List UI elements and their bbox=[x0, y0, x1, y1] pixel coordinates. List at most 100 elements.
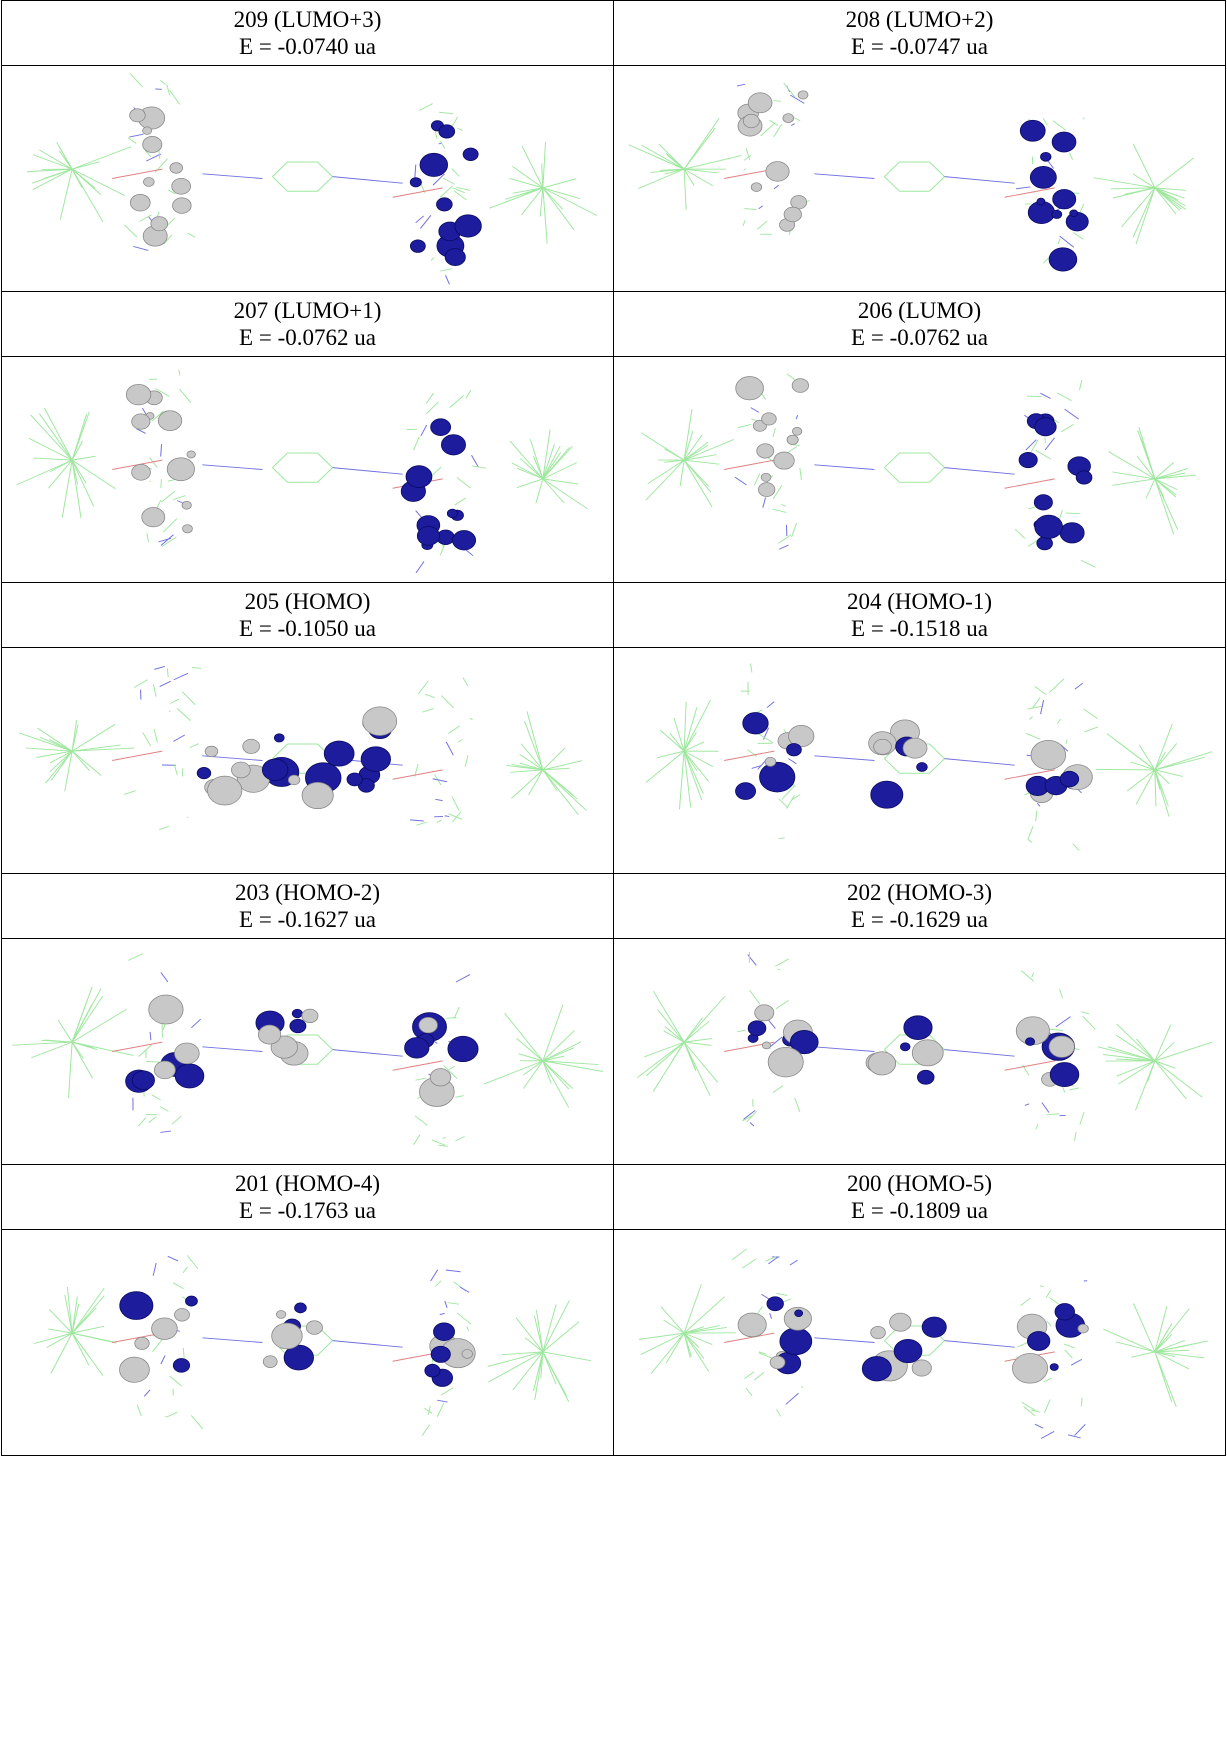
bond bbox=[472, 465, 486, 469]
bond bbox=[145, 153, 162, 162]
bond bbox=[814, 1046, 875, 1052]
bond bbox=[49, 750, 73, 764]
bond bbox=[161, 490, 176, 503]
orbital-lobe bbox=[911, 1359, 932, 1377]
orbital-energy: E = -0.1629 ua bbox=[851, 907, 988, 932]
bond bbox=[187, 232, 196, 238]
bond bbox=[71, 750, 102, 776]
orbital-lobe bbox=[275, 1310, 287, 1319]
bond bbox=[773, 124, 783, 138]
bond bbox=[542, 1060, 570, 1108]
bond bbox=[317, 161, 333, 177]
orbital-energy: E = -0.1050 ua bbox=[239, 616, 376, 641]
bond bbox=[160, 534, 174, 546]
bond bbox=[415, 1077, 427, 1081]
bond bbox=[176, 708, 191, 721]
bond bbox=[684, 1038, 712, 1043]
table-body: 209 (LUMO+3) E = -0.0740 ua 208 (LUMO+2) E … bbox=[1, 0, 1226, 1456]
bond bbox=[542, 1304, 557, 1352]
orbital-lobe bbox=[257, 1024, 282, 1045]
bond bbox=[769, 119, 779, 126]
bond bbox=[153, 728, 158, 743]
orbital-lobe bbox=[142, 126, 153, 135]
orbital-lobe bbox=[186, 450, 196, 459]
bond bbox=[50, 750, 73, 781]
bond bbox=[665, 1332, 685, 1364]
orbital-lobe bbox=[143, 177, 155, 187]
bond bbox=[71, 750, 91, 772]
bond bbox=[138, 1044, 153, 1057]
bond bbox=[1154, 769, 1183, 777]
bond bbox=[542, 178, 577, 189]
bond bbox=[71, 995, 104, 1043]
bond bbox=[683, 459, 713, 508]
bond bbox=[160, 479, 162, 488]
bond bbox=[414, 164, 417, 179]
bond bbox=[1032, 697, 1041, 709]
orbital-lobe bbox=[747, 92, 773, 114]
bond bbox=[542, 1060, 574, 1089]
bond bbox=[471, 455, 479, 467]
orbital-lobe bbox=[436, 197, 453, 212]
orbital-lobe bbox=[792, 427, 803, 436]
orbital-lobe bbox=[125, 383, 152, 406]
orbital-image bbox=[640, 373, 1196, 568]
bond bbox=[1154, 756, 1205, 771]
bond bbox=[736, 83, 746, 87]
bond bbox=[1004, 1060, 1055, 1071]
orbital-lobe bbox=[452, 530, 477, 551]
orbital-lobe bbox=[134, 1336, 150, 1350]
orbital-lobe bbox=[172, 1358, 191, 1373]
bond bbox=[542, 760, 583, 771]
bond bbox=[542, 452, 561, 480]
orbital-lobe bbox=[870, 1325, 886, 1340]
bond bbox=[678, 751, 685, 810]
bond bbox=[438, 1144, 448, 1147]
bond bbox=[127, 137, 137, 144]
bond bbox=[1154, 1041, 1213, 1062]
bond bbox=[1041, 1102, 1050, 1113]
image-row bbox=[1, 356, 1226, 583]
image-row bbox=[1, 65, 1226, 292]
bond bbox=[1112, 471, 1155, 480]
orbital-lobe bbox=[430, 1345, 451, 1363]
orbital-lobe bbox=[742, 113, 760, 129]
bond bbox=[419, 103, 433, 111]
bond bbox=[778, 544, 789, 550]
bond bbox=[332, 467, 403, 475]
bond bbox=[1067, 1434, 1081, 1439]
bond bbox=[520, 743, 544, 771]
bond bbox=[43, 168, 73, 180]
bond bbox=[1154, 769, 1157, 807]
bond bbox=[1116, 1023, 1156, 1062]
orbital-lobe bbox=[261, 758, 289, 781]
bond bbox=[162, 536, 177, 547]
bond bbox=[773, 100, 781, 102]
bond bbox=[189, 743, 199, 748]
orbital-lobe bbox=[447, 1035, 479, 1063]
orbital-lobe bbox=[1052, 189, 1077, 210]
bond bbox=[1031, 1409, 1040, 1413]
orbital-lobe bbox=[131, 464, 151, 481]
bond bbox=[929, 743, 945, 759]
bond bbox=[929, 1340, 945, 1356]
bond bbox=[504, 187, 544, 200]
bond bbox=[142, 732, 152, 747]
bond bbox=[1035, 449, 1051, 460]
orbital-lobe bbox=[174, 1042, 200, 1065]
bond bbox=[1026, 395, 1042, 398]
bond bbox=[518, 1053, 544, 1062]
orbital-caption: 207 (LUMO+1) E = -0.0762 ua bbox=[1, 291, 614, 357]
bond bbox=[1154, 474, 1196, 480]
orbital-caption: 208 (LUMO+2) E = -0.0747 ua bbox=[613, 0, 1226, 66]
bond bbox=[49, 750, 73, 773]
bond bbox=[152, 1262, 157, 1276]
orbital-lobe bbox=[742, 712, 769, 735]
bond bbox=[1118, 1060, 1156, 1085]
orbital-lobe bbox=[294, 1302, 307, 1314]
bond bbox=[1115, 1341, 1156, 1353]
bond bbox=[414, 1115, 428, 1126]
orbital-caption: 202 (HOMO-3) E = -0.1629 ua bbox=[613, 873, 1226, 939]
bond bbox=[439, 543, 446, 556]
bond bbox=[44, 408, 73, 461]
